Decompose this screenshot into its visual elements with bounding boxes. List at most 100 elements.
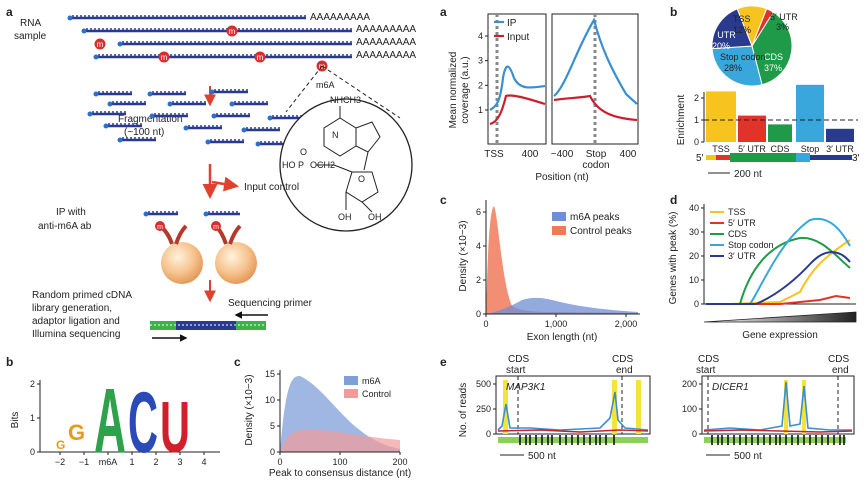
scale-label-map3k1: 500 nt <box>528 451 556 462</box>
bead-2 <box>215 242 257 284</box>
methyl-mark-1: m <box>158 51 170 63</box>
fragment-11 <box>183 125 222 131</box>
library-label-line2: library generation, <box>32 303 112 314</box>
logo-y-ticks: 0 1 2 <box>30 379 40 457</box>
coverage-xtick-stop: Stop <box>586 149 607 160</box>
gene-model-stop <box>796 153 810 162</box>
exon-ytick-1: 2 <box>476 275 481 285</box>
coverage-panel: a Mean normalized coverage (a.u.) 1 2 3 4 I… <box>440 5 639 183</box>
expression-ytick-2: 20 <box>689 251 699 261</box>
fragment-2-cap <box>209 89 215 95</box>
expression-legend-label-2: CDS <box>728 229 747 239</box>
enrichment-bar-label-0: TSS <box>712 144 730 154</box>
expression-legend-label-0: TSS <box>728 207 746 217</box>
fragment-12-cap <box>241 127 247 133</box>
fragment-10-cap <box>103 123 109 129</box>
legend-label-m6a-peaks: m6A peaks <box>570 212 619 223</box>
peak-dist-ylabel: Density (×10−3) <box>244 374 255 445</box>
logo-letter-g-2: G <box>68 420 85 445</box>
fragment-6 <box>87 111 126 117</box>
input-curve-stop <box>553 94 638 122</box>
expression-ytick-0: 0 <box>694 299 699 309</box>
ip-mark-text-1: m <box>157 224 163 231</box>
pie-pct-3utr: 20% <box>712 41 730 51</box>
bead-1 <box>161 242 203 284</box>
logo-letter-u: U <box>160 388 190 468</box>
m6a-structure-circle <box>279 98 413 232</box>
fragment-14 <box>205 139 244 145</box>
nhch3-label: NHCH3 <box>330 95 361 105</box>
polya-tail-2: AAAAAAAAA <box>356 24 416 35</box>
coverage-xlabel: Position (nt) <box>535 172 588 183</box>
fragment-4-cap <box>167 101 173 107</box>
cds-start-dicer1-2: start <box>696 365 716 376</box>
cds-start-dicer1-1: CDS <box>698 354 719 365</box>
legend-swatch-control <box>344 389 358 398</box>
coverage-xtick-codon: codon <box>582 160 609 171</box>
fragment-3 <box>107 101 146 107</box>
coverage-xtick-tss: TSS <box>484 149 504 160</box>
exon-ytick-3: 6 <box>476 207 481 217</box>
fragment-1-cap <box>147 91 153 97</box>
zoom-line-right <box>321 65 401 119</box>
sample-label: sample <box>14 31 47 42</box>
cds-start-map3k1-1: CDS <box>508 354 529 365</box>
cds-end-map3k1-1: CDS <box>612 354 633 365</box>
pie-slice-4 <box>711 8 753 50</box>
exon-xlabel: Exon length (nt) <box>527 332 598 343</box>
coverage-xtick-minus400: −400 <box>551 149 574 160</box>
highlight-map3k1-3 <box>636 380 641 434</box>
methyl-mark-dot-4 <box>254 51 266 63</box>
panel-label-e: e <box>440 355 447 369</box>
methyl-mark-4: m <box>254 51 266 63</box>
arrow-input-control <box>211 176 239 192</box>
expression-ylabel: Genes with peak (%) <box>668 212 679 305</box>
reads-dicer1-ytick-1: 100 <box>682 404 697 414</box>
reads-dicer1-y-ticks: 0 100 200 <box>682 379 702 439</box>
fragment-12 <box>241 127 280 133</box>
gene-body-dicer1 <box>704 437 846 443</box>
methyl-mark-dot-0 <box>94 38 106 50</box>
expression-line-3utr <box>706 251 851 305</box>
logo-xtick-0: −2 <box>55 457 65 467</box>
reads-map3k1-ytick-2: 500 <box>476 379 491 389</box>
pie-slice-2 <box>751 11 793 86</box>
ip-mark-text-2: m <box>213 224 219 231</box>
fragment-13-cap <box>117 137 123 143</box>
enrichment-ytick-1: 1 <box>694 115 699 125</box>
rna-strands <box>67 15 352 60</box>
reads-ip-dicer1 <box>703 381 852 431</box>
exon-xtick-1: 1,000 <box>545 319 568 329</box>
m6a-exon-area <box>486 297 638 314</box>
peak-dist-xtick-2: 200 <box>392 457 407 467</box>
peak-dist-ytick-3: 15 <box>265 369 275 379</box>
panel-label-a-coverage: a <box>440 5 447 19</box>
exon-y-ticks: 0 2 4 6 <box>476 207 486 319</box>
fragment-6-cap <box>87 111 93 117</box>
fragmentation-label: Fragmentation <box>118 114 182 125</box>
logo-x-ticks: −2 −1 m6A 1 2 3 4 <box>55 452 207 467</box>
panel-label-d: d <box>670 193 677 207</box>
highlight-map3k1-2 <box>612 380 617 434</box>
fragment-9-cap <box>267 115 273 121</box>
reads-frame-map3k1 <box>495 375 651 435</box>
scale-label-dicer1: 500 nt <box>734 451 762 462</box>
rna-strand-2-cap <box>81 28 87 34</box>
exon-ticks-dicer1 <box>711 435 845 445</box>
legend-label-control-peaks: Control peaks <box>570 226 632 237</box>
logo-xtick-6: 4 <box>201 457 206 467</box>
pie-slice-3 <box>711 45 763 87</box>
oh-label-2: OH <box>368 212 382 222</box>
fragment-0-cap <box>93 91 99 97</box>
coverage-y-ticks: 1 2 3 4 <box>478 31 488 115</box>
ip-label-line2: anti-m6A ab <box>38 221 92 232</box>
ip-label-line1: IP with <box>56 207 86 218</box>
methyl-mark-0: m <box>94 38 106 50</box>
enrichment-bar-label-3: Stop <box>801 144 820 154</box>
logo-xtick-4: 2 <box>153 457 158 467</box>
expression-y-ticks: 0 10 20 30 40 <box>689 203 704 309</box>
fragment-1 <box>147 91 186 97</box>
enrichment-bar-4 <box>826 128 854 142</box>
